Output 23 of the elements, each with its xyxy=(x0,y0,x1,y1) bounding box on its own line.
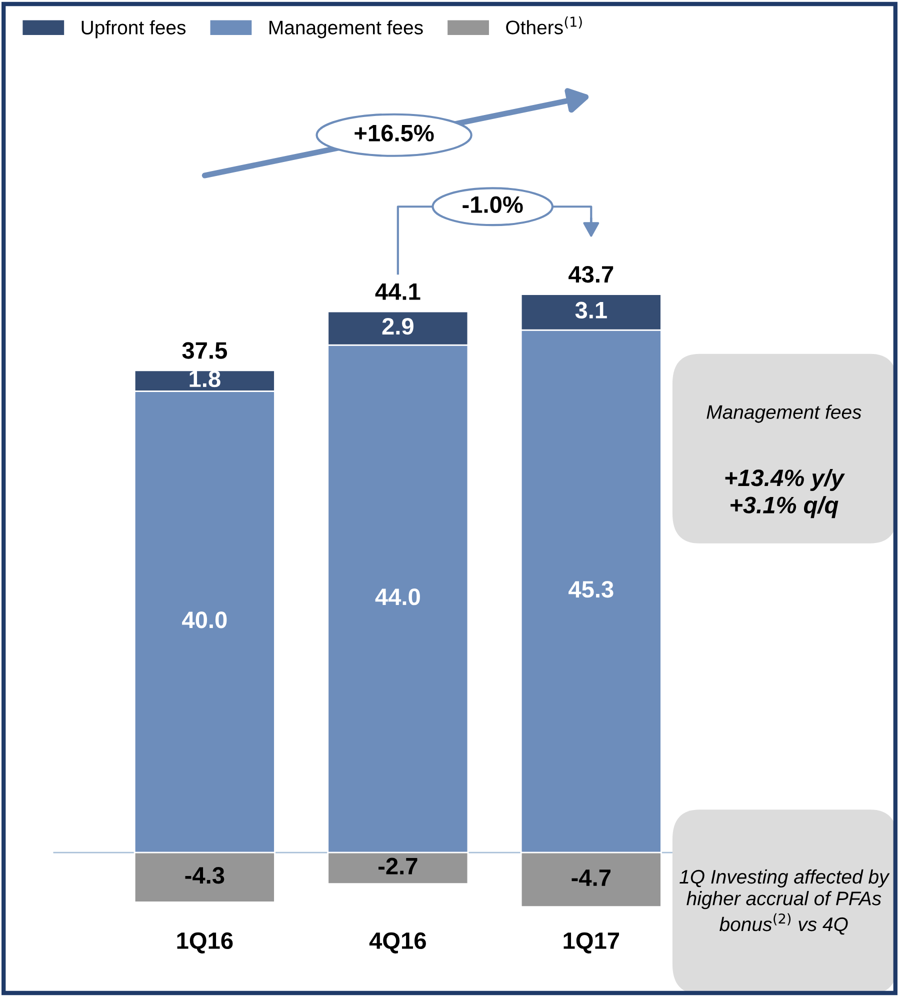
text: +13.4% y/y +3.1% q/q xyxy=(725,468,845,518)
data-label: 2.9 xyxy=(382,318,414,335)
data-label: -4.7 xyxy=(572,870,610,886)
text: Management fees xyxy=(706,404,862,423)
total-label: 43.7 xyxy=(568,266,614,283)
x-tick-label: 4Q16 xyxy=(369,932,426,954)
total-label: 44.1 xyxy=(375,284,420,300)
text: -1.0% xyxy=(462,196,523,213)
text: +16.5% xyxy=(354,124,434,142)
x-tick-label: 1Q16 xyxy=(177,932,233,954)
data-label: 1.8 xyxy=(190,370,220,388)
data-label: -2.7 xyxy=(378,858,418,874)
x-tick-label: 1Q17 xyxy=(564,932,619,954)
data-label: 45.3 xyxy=(568,580,614,598)
data-label: 44.0 xyxy=(375,588,420,606)
legend-label: Others$^{(1)}$ xyxy=(506,16,582,34)
text: 1Q Investing affected by higher accrual of PFAs bonus$^{(2)}$ vs 4Q xyxy=(680,869,890,935)
total-label: 37.5 xyxy=(182,342,227,359)
data-label: 40.0 xyxy=(182,612,227,628)
data-label: 3.1 xyxy=(575,302,607,319)
legend-label: Upfront fees xyxy=(82,20,186,38)
data-label: -4.3 xyxy=(185,867,224,884)
legend-label: Management fees xyxy=(270,20,423,38)
